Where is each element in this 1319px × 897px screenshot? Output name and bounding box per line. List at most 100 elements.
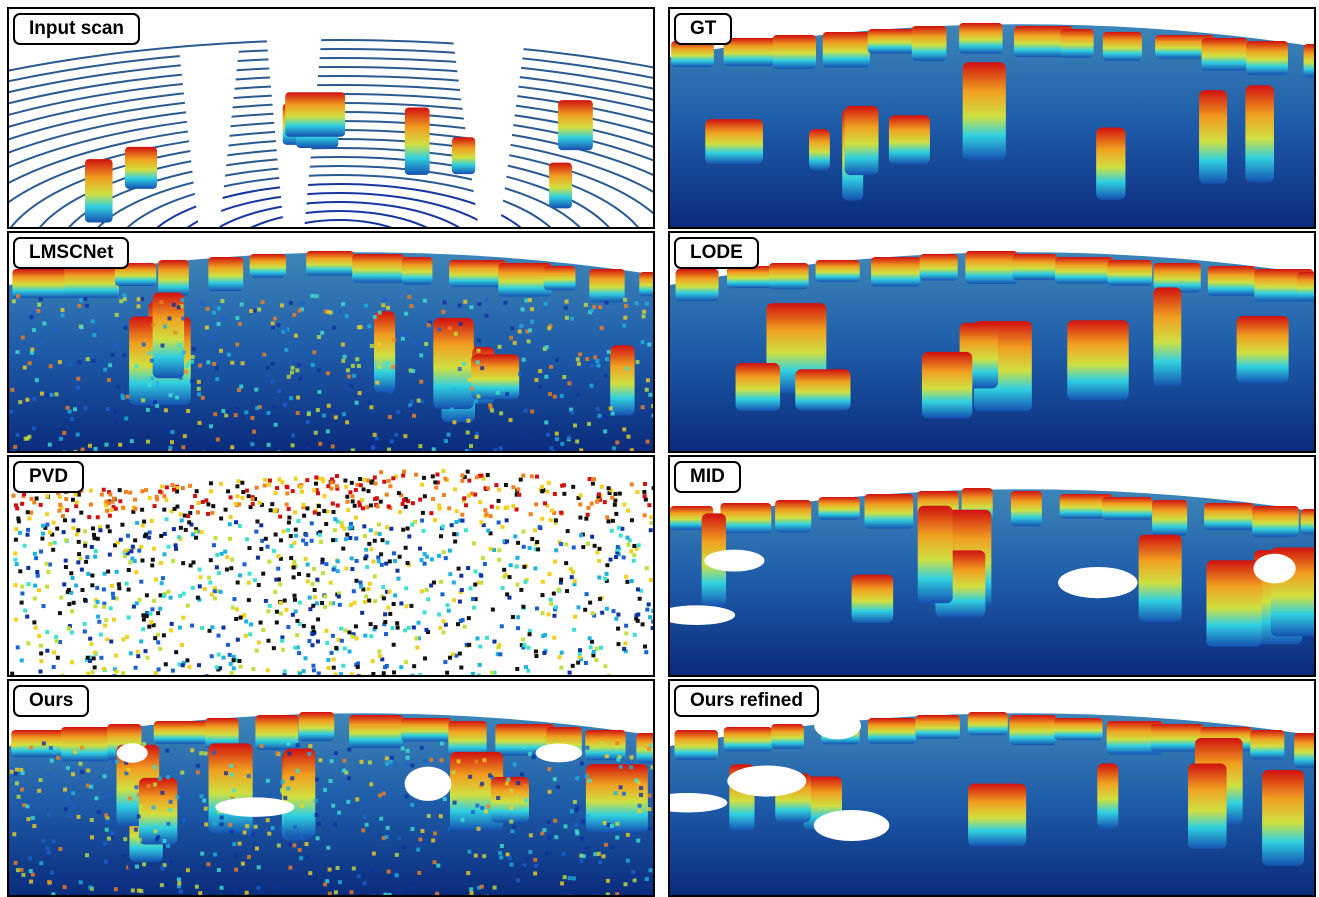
point (592, 650, 596, 654)
point (385, 762, 389, 766)
point (579, 448, 583, 452)
object (452, 137, 475, 174)
horizon-object (965, 251, 1017, 284)
point (137, 815, 141, 819)
point (26, 528, 30, 532)
point (624, 575, 628, 579)
point (650, 410, 654, 414)
point (635, 490, 639, 494)
point (404, 312, 408, 316)
point (405, 794, 409, 798)
point (353, 601, 357, 605)
point (497, 643, 501, 647)
point (224, 508, 228, 512)
point (363, 881, 367, 885)
point (11, 743, 15, 747)
horizon-object (61, 727, 111, 761)
point (417, 399, 421, 403)
point (34, 556, 38, 560)
point (172, 527, 176, 531)
point (406, 561, 410, 565)
point (410, 523, 414, 527)
point (302, 503, 306, 507)
point (363, 600, 367, 604)
point (90, 818, 94, 822)
point (474, 399, 478, 403)
point (344, 485, 348, 489)
point (497, 488, 501, 492)
point (201, 500, 205, 504)
point (443, 660, 447, 664)
point (351, 499, 355, 503)
point (626, 435, 630, 439)
point (444, 439, 448, 443)
object (736, 363, 781, 411)
point (638, 804, 642, 808)
point (541, 580, 545, 584)
point (16, 433, 20, 437)
point (509, 336, 513, 340)
point (300, 490, 304, 494)
point (441, 469, 445, 473)
point (488, 426, 492, 430)
point (15, 768, 19, 772)
point (444, 623, 448, 627)
point (552, 592, 556, 596)
point (118, 443, 122, 447)
point (128, 865, 132, 869)
point (590, 308, 594, 312)
point (336, 569, 340, 573)
point (348, 536, 352, 540)
point (109, 639, 113, 643)
point (524, 299, 528, 303)
point (245, 537, 249, 541)
point (603, 577, 607, 581)
point (16, 294, 20, 298)
point (234, 413, 238, 417)
point (192, 347, 196, 351)
horizon-object (968, 712, 1008, 735)
point (35, 570, 39, 574)
point (467, 494, 471, 498)
point (649, 528, 653, 532)
point (255, 676, 259, 677)
point (375, 381, 379, 385)
point (182, 818, 186, 822)
object (1245, 85, 1274, 182)
point (643, 482, 647, 486)
point (365, 823, 369, 827)
point (89, 642, 93, 646)
point (138, 838, 142, 842)
point (55, 527, 59, 531)
point (319, 540, 323, 544)
point (586, 506, 590, 510)
point (365, 565, 369, 569)
point (398, 555, 402, 559)
point (289, 396, 293, 400)
point (244, 634, 248, 638)
object (1096, 127, 1125, 199)
point (370, 868, 374, 872)
point (144, 488, 148, 492)
point (226, 489, 230, 493)
point (458, 303, 462, 307)
point (230, 361, 234, 365)
point (525, 436, 529, 440)
point (85, 853, 89, 857)
point (398, 510, 402, 514)
point (279, 612, 283, 616)
object (845, 106, 879, 175)
point (554, 605, 558, 609)
point (602, 854, 606, 858)
point (198, 568, 202, 572)
point (641, 340, 645, 344)
point (511, 829, 515, 833)
point (516, 541, 520, 545)
point (102, 667, 106, 671)
point (241, 361, 245, 365)
point (427, 814, 431, 818)
point (323, 605, 327, 609)
point (15, 350, 19, 354)
point (346, 500, 350, 504)
point (364, 554, 368, 558)
